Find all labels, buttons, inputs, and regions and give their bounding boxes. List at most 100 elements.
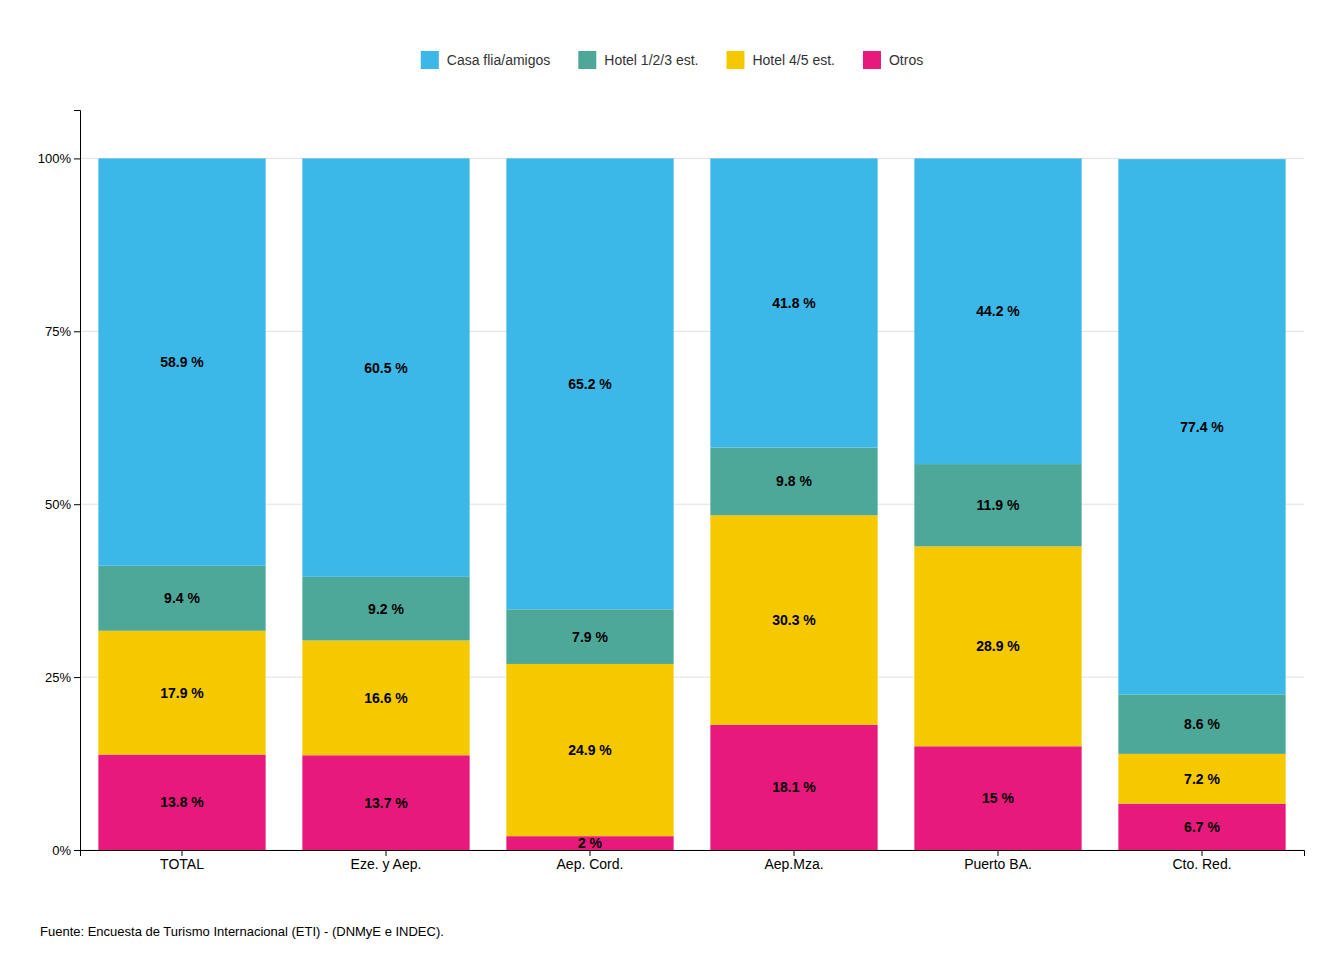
bar	[1118, 754, 1285, 804]
bar	[914, 546, 1081, 746]
data-label: 24.9 %	[568, 742, 612, 758]
data-label: 13.8 %	[160, 794, 204, 810]
x-tick: Aep. Cord.	[557, 850, 624, 872]
legend-item: Otros	[863, 51, 923, 69]
legend-label: Hotel 4/5 est.	[752, 52, 835, 68]
data-label: 11.9 %	[977, 497, 1020, 513]
bar-series	[98, 515, 1285, 836]
data-label: 65.2 %	[568, 376, 612, 392]
bar-series	[98, 158, 1285, 694]
legend: Casa flia/amigos Hotel 1/2/3 est. Hotel 4/…	[421, 51, 923, 69]
x-tick: Eze. y Aep.	[351, 850, 422, 872]
legend-swatch	[421, 51, 439, 69]
bar	[98, 755, 265, 850]
y-axis: 0% 25% 50% 75% 100%	[38, 111, 81, 858]
y-tick-mark	[74, 850, 80, 851]
y-tick-mark	[74, 158, 80, 159]
data-label: 7.9 %	[572, 629, 608, 645]
data-label: 60.5 %	[364, 360, 408, 376]
x-tick-label: Cto. Red.	[1172, 856, 1231, 872]
y-tick-mark	[74, 504, 80, 505]
data-label: 7.2 %	[1184, 771, 1220, 787]
x-axis: TOTAL Eze. y Aep. Aep. Cord. Aep.Mza. Puerto…	[81, 850, 1305, 872]
y-tick-mark	[74, 331, 80, 332]
data-label: 30.3 %	[772, 612, 816, 628]
bar-series	[98, 725, 1285, 850]
x-tick-label: Aep. Cord.	[557, 856, 624, 872]
legend-item: Casa flia/amigos	[421, 51, 551, 69]
y-tick-label: 75%	[45, 324, 71, 339]
grid	[80, 158, 1304, 850]
data-label: 28.9 %	[976, 638, 1020, 654]
legend-swatch	[863, 51, 881, 69]
bar-series	[98, 447, 1285, 753]
y-tick-label: 0%	[52, 843, 71, 858]
data-labels: 13.8 % 13.7 % 2 % 18.1 % 15 % 6.7 % 17.9 % 16.6…	[160, 295, 1224, 851]
bar	[710, 447, 877, 515]
data-label: 15 %	[982, 790, 1014, 806]
y-tick: 25%	[45, 670, 80, 685]
bar	[302, 577, 469, 641]
y-axis-line	[74, 111, 81, 851]
data-label: 8.6 %	[1184, 716, 1220, 732]
chart-svg: 13.8 % 13.7 % 2 % 18.1 % 15 % 6.7 % 17.9 % 16.6…	[0, 0, 1344, 960]
bar	[914, 464, 1081, 546]
footer-note: Fuente: Encuesta de Turismo Internaciona…	[40, 924, 444, 939]
data-label: 6.7 %	[1184, 819, 1220, 835]
x-axis-line	[81, 851, 1305, 857]
legend-item: Hotel 1/2/3 est.	[578, 51, 698, 69]
x-tick-label: Aep.Mza.	[764, 856, 823, 872]
bar	[98, 631, 265, 755]
bar	[506, 609, 673, 664]
legend-swatch	[578, 51, 596, 69]
data-label: 9.8 %	[776, 473, 812, 489]
x-tick-label: Eze. y Aep.	[351, 856, 422, 872]
bar	[506, 664, 673, 836]
y-tick: 75%	[45, 324, 80, 339]
bar	[914, 158, 1081, 464]
y-tick-label: 50%	[45, 497, 71, 512]
data-label: 41.8 %	[772, 295, 816, 311]
x-tick-label: TOTAL	[160, 856, 204, 872]
chart-container: 13.8 % 13.7 % 2 % 18.1 % 15 % 6.7 % 17.9 % 16.6…	[0, 0, 1344, 960]
plot-area: 13.8 % 13.7 % 2 % 18.1 % 15 % 6.7 % 17.9 % 16.6…	[38, 111, 1305, 872]
bar	[1118, 804, 1285, 850]
y-tick-mark	[74, 677, 80, 678]
bar	[710, 158, 877, 447]
legend-label: Otros	[889, 52, 923, 68]
legend-label: Casa flia/amigos	[447, 52, 551, 68]
data-label: 16.6 %	[364, 690, 408, 706]
legend-swatch	[726, 51, 744, 69]
bar	[1118, 159, 1285, 694]
bar	[302, 640, 469, 755]
data-label: 58.9 %	[160, 354, 204, 370]
y-tick: 0%	[52, 843, 80, 858]
data-label: 9.4 %	[164, 590, 200, 606]
x-tick-label: Puerto BA.	[964, 856, 1032, 872]
data-label: 17.9 %	[160, 685, 204, 701]
bar	[98, 158, 265, 565]
bar	[710, 515, 877, 725]
x-tick: Aep.Mza.	[764, 850, 823, 872]
data-label: 77.4 %	[1180, 419, 1224, 435]
y-tick-label: 25%	[45, 670, 71, 685]
bar	[506, 158, 673, 609]
data-label: 2 %	[578, 835, 603, 851]
y-tick-label: 100%	[38, 151, 72, 166]
data-label: 9.2 %	[368, 601, 404, 617]
bar	[98, 566, 265, 631]
legend-item: Hotel 4/5 est.	[726, 51, 835, 69]
x-tick: Cto. Red.	[1172, 850, 1231, 872]
y-tick: 50%	[45, 497, 80, 512]
data-label: 13.7 %	[364, 795, 408, 811]
data-label: 18.1 %	[772, 779, 816, 795]
bar	[302, 158, 469, 576]
bar	[914, 746, 1081, 850]
data-label: 44.2 %	[976, 303, 1020, 319]
x-tick: Puerto BA.	[964, 850, 1032, 872]
bar	[302, 755, 469, 850]
bar	[710, 725, 877, 850]
legend-label: Hotel 1/2/3 est.	[604, 52, 698, 68]
x-tick: TOTAL	[160, 850, 204, 872]
bars	[98, 158, 1285, 850]
